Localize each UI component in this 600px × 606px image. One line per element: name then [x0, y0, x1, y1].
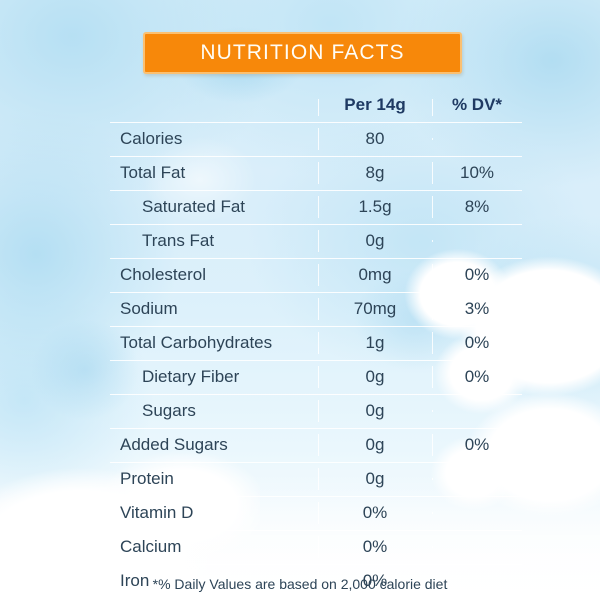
nutrient-amount: 0% — [318, 536, 432, 558]
nutrient-amount: 0% — [318, 502, 432, 524]
table-row: Total Carbohydrates 1g 0% — [110, 326, 522, 360]
nutrient-amount: 0% — [318, 570, 432, 592]
nutrient-label: Saturated Fat — [142, 197, 246, 216]
table-body: Calories 80 Total Fat 8g 10% Saturated Fat 1.5… — [110, 122, 522, 606]
table-row: Sugars 0g — [110, 394, 522, 428]
header-serving-amount: Per 14g — [318, 95, 432, 116]
table-header-row: Per 14g % DV* — [110, 88, 522, 122]
nutrient-amount: 0g — [318, 434, 432, 456]
table-row: Vitamin D 0% — [110, 496, 522, 530]
nutrient-label: Trans Fat — [142, 231, 215, 250]
nutrient-label: Protein — [120, 469, 174, 488]
nutrient-amount: 0g — [318, 468, 432, 490]
nutrient-daily-value: 0% — [432, 366, 522, 388]
nutrient-amount: 80 — [318, 128, 432, 150]
table-row: Saturated Fat 1.5g 8% — [110, 190, 522, 224]
nutrient-label: Total Carbohydrates — [120, 333, 273, 352]
table-row: Iron 0% — [110, 564, 522, 598]
nutrient-daily-value: 10% — [432, 162, 522, 184]
nutrient-amount: 1g — [318, 332, 432, 354]
nutrient-label: Cholesterol — [120, 265, 206, 284]
nutrient-amount: 0g — [318, 366, 432, 388]
nutrient-daily-value: 8% — [432, 196, 522, 218]
table-row: Calories 80 — [110, 122, 522, 156]
nutrient-label: Total Fat — [120, 163, 186, 182]
nutrient-amount: 1.5g — [318, 196, 432, 218]
nutrient-label: Dietary Fiber — [142, 367, 240, 386]
table-row: Cholesterol 0mg 0% — [110, 258, 522, 292]
nutrient-label: Sodium — [120, 299, 178, 318]
table-row: Calcium 0% — [110, 530, 522, 564]
nutrient-daily-value: 0% — [432, 264, 522, 286]
daily-value-footnote: *% Daily Values are based on 2,000 calor… — [152, 576, 448, 592]
nutrient-amount: 8g — [318, 162, 432, 184]
table-row: Protein 0g — [110, 462, 522, 496]
nutrient-daily-value: 0% — [432, 434, 522, 456]
nutrient-label: Sugars — [142, 401, 196, 420]
nutrient-amount: 0g — [318, 230, 432, 252]
header-daily-value: % DV* — [432, 95, 522, 116]
nutrient-label: Added Sugars — [120, 435, 228, 454]
nutrient-label: Calories — [120, 129, 183, 148]
nutrition-table: Per 14g % DV* Calories 80 Total Fat 8g 10% Sa… — [110, 88, 522, 606]
nutrient-daily-value: 0% — [432, 332, 522, 354]
title-banner: NUTRITION FACTS — [143, 32, 462, 74]
nutrient-amount: 0mg — [318, 264, 432, 286]
nutrient-label: Iron — [120, 571, 150, 590]
nutrient-label: Vitamin D — [120, 503, 194, 522]
table-row: Total Fat 8g 10% — [110, 156, 522, 190]
table-row: Added Sugars 0g 0% — [110, 428, 522, 462]
table-row: Pottassium0% — [110, 598, 522, 606]
nutrient-daily-value: 3% — [432, 298, 522, 320]
nutrient-amount: 70mg — [318, 298, 432, 320]
table-row: Trans Fat 0g — [110, 224, 522, 258]
table-row: Dietary Fiber 0g 0% — [110, 360, 522, 394]
nutrient-label: Calcium — [120, 537, 182, 556]
nutrient-amount: 0g — [318, 400, 432, 422]
page-title: NUTRITION FACTS — [200, 41, 405, 64]
table-row: Sodium 70mg 3% — [110, 292, 522, 326]
